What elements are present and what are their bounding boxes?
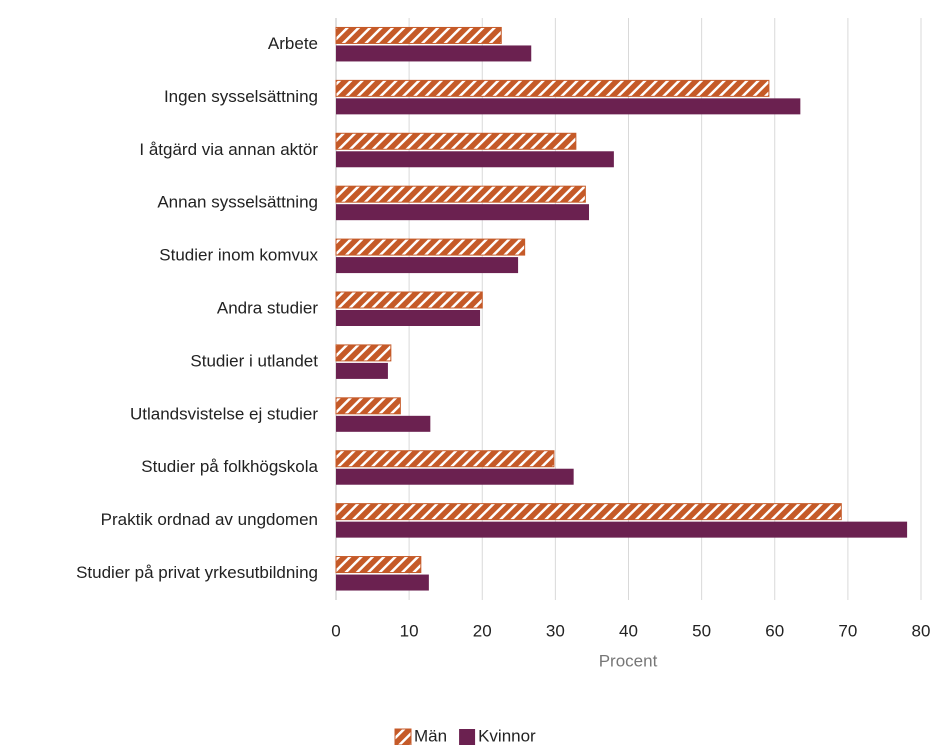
legend-swatch — [394, 728, 412, 745]
bar — [335, 556, 422, 574]
x-tick-label: 60 — [765, 621, 784, 640]
bar — [335, 291, 483, 309]
legend-label: Kvinnor — [478, 726, 536, 745]
bar — [336, 310, 481, 326]
bar — [336, 362, 388, 379]
y-tick-label: Annan sysselsättning — [157, 193, 318, 212]
bar — [336, 98, 801, 115]
bar — [335, 132, 577, 150]
x-tick-label: 50 — [692, 621, 711, 640]
bar — [335, 238, 526, 256]
y-tick-label: Praktik ordnad av ungdomen — [101, 510, 318, 529]
bar — [336, 45, 532, 62]
x-tick-label: 70 — [838, 621, 857, 640]
y-tick-label: Studier på privat yrkesutbildning — [76, 563, 318, 582]
bar — [335, 397, 401, 415]
bar — [336, 151, 614, 168]
x-tick-label: 0 — [331, 621, 340, 640]
x-tick-label: 10 — [400, 621, 419, 640]
y-tick-label: Utlandsvistelse ej studier — [130, 404, 318, 423]
bar — [336, 468, 574, 485]
bar — [335, 26, 502, 44]
y-tick-label: Andra studier — [217, 298, 318, 317]
bar — [336, 204, 590, 221]
bar — [336, 521, 908, 538]
y-tick-label: Studier inom komvux — [159, 246, 318, 265]
x-tick-label: 30 — [546, 621, 565, 640]
bar — [336, 257, 519, 274]
bar — [336, 574, 429, 591]
x-tick-label: 40 — [619, 621, 638, 640]
bar — [335, 450, 555, 468]
bar — [336, 415, 431, 432]
x-tick-label: 80 — [912, 621, 931, 640]
y-tick-label: Arbete — [268, 34, 318, 53]
y-tick-label: Ingen sysselsättning — [164, 87, 318, 106]
bar — [335, 344, 392, 362]
y-tick-label: I åtgärd via annan aktör — [139, 140, 318, 159]
legend-swatch — [459, 729, 476, 745]
legend-label: Män — [414, 726, 447, 745]
y-tick-label: Studier i utlandet — [190, 351, 318, 370]
bar — [335, 185, 586, 203]
y-tick-label: Studier på folkhögskola — [141, 457, 318, 476]
bar — [335, 79, 770, 97]
x-tick-label: 20 — [473, 621, 492, 640]
x-axis-label: Procent — [599, 651, 658, 670]
bar — [335, 503, 842, 521]
